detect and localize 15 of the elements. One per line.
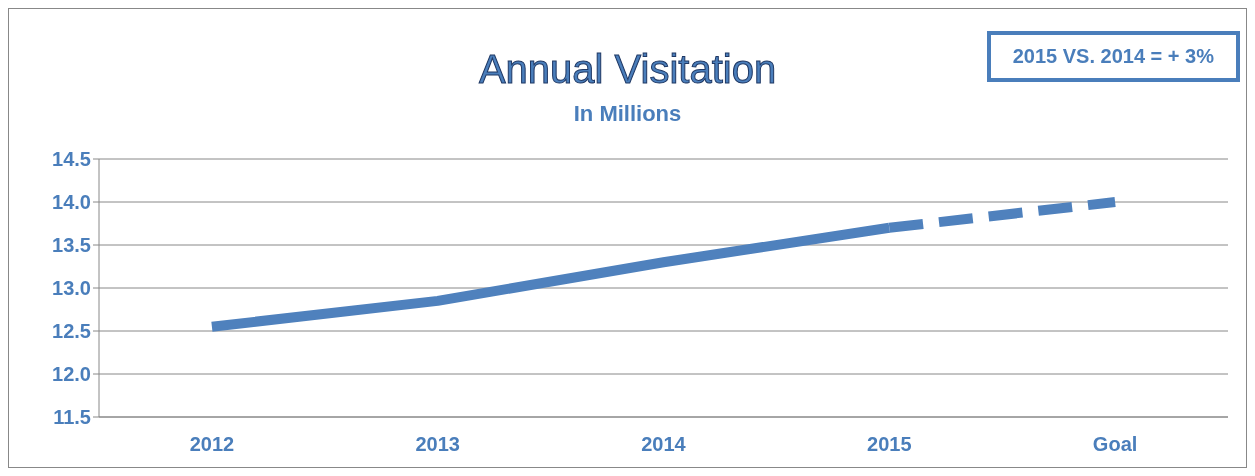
y-tick-label: 14.5 (52, 148, 91, 171)
y-tick-label: 14.0 (52, 191, 91, 214)
x-tick-label: 2013 (415, 433, 460, 456)
chart-title: Annual Visitation (478, 47, 777, 91)
y-tick-label: 12.5 (52, 320, 91, 343)
y-tick-label: 11.5 (53, 406, 91, 429)
x-tick-label: Goal (1092, 433, 1138, 456)
text: 2015 VS. 2014 = + 3% (986, 31, 1240, 82)
chart-subtitle: In Millions (572, 101, 683, 127)
x-tick-label: 2015 (867, 433, 912, 456)
x-tick-label: 2014 (641, 433, 687, 456)
y-tick-label: 12.0 (52, 363, 91, 386)
x-tick-label: 2012 (189, 433, 235, 456)
y-tick-label: 13.5 (52, 234, 91, 257)
y-tick-label: 13.0 (52, 277, 91, 300)
